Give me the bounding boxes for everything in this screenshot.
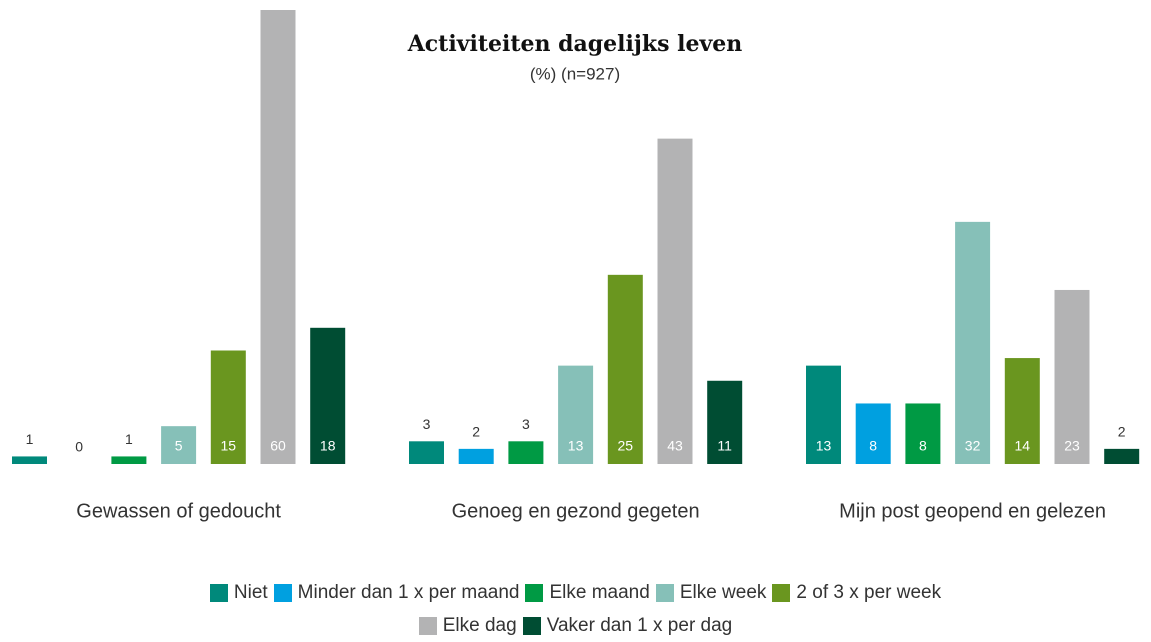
legend-label: Elke week — [679, 581, 767, 603]
data-label: 8 — [869, 438, 877, 454]
data-label: 2 — [472, 424, 480, 440]
legend-label: 2 of 3 x per week — [796, 581, 942, 603]
bar — [707, 380, 743, 464]
legend-item: Elke dag — [418, 614, 517, 637]
bar — [1004, 358, 1040, 464]
bar — [657, 138, 693, 464]
bar — [310, 327, 346, 464]
data-label: 1 — [125, 431, 133, 447]
bar — [260, 10, 296, 464]
legend: Niet Minder dan 1 x per maand Elke maand El… — [0, 576, 1151, 642]
data-label: 13 — [568, 438, 584, 454]
data-label: 18 — [320, 438, 336, 454]
legend-swatch — [273, 583, 292, 602]
data-label: 14 — [1015, 438, 1031, 454]
legend-swatch — [522, 616, 541, 635]
bar — [12, 456, 47, 464]
legend-label: Minder dan 1 x per maand — [297, 581, 520, 603]
data-label: 23 — [1064, 438, 1080, 454]
data-label: 3 — [423, 416, 431, 432]
x-tick-label: Genoeg en gezond gegeten — [452, 500, 700, 522]
bar — [161, 426, 197, 464]
data-label: 60 — [270, 438, 286, 454]
bar — [458, 448, 494, 464]
bar — [955, 221, 991, 464]
legend-label: Vaker dan 1 x per dag — [546, 614, 733, 636]
x-tick-label: Mijn post geopend en gelezen — [839, 500, 1106, 522]
legend-item: Elke week — [655, 581, 767, 604]
bar — [1104, 448, 1140, 464]
legend-label: Elke maand — [549, 581, 650, 603]
bar — [905, 403, 941, 464]
data-label: 0 — [75, 439, 83, 455]
data-label: 8 — [919, 438, 927, 454]
chart-title: Activiteiten dagelijks leven — [407, 31, 743, 57]
legend-item: Vaker dan 1 x per dag — [522, 614, 733, 637]
bar — [1054, 289, 1090, 464]
legend-item: 2 of 3 x per week — [772, 582, 941, 604]
bar — [607, 274, 643, 464]
bar — [210, 350, 246, 464]
legend-label: Elke dag — [442, 614, 517, 636]
bar — [806, 365, 841, 464]
data-label: 43 — [667, 438, 683, 454]
bar — [111, 456, 147, 464]
bar — [558, 365, 594, 464]
bar — [409, 441, 444, 464]
legend-swatch — [772, 583, 791, 602]
legend-item: Elke maand — [525, 581, 650, 604]
legend-row: Niet Minder dan 1 x per maand Elke maand El… — [0, 576, 1151, 609]
chart: Activiteiten dagelijks leven (%) (n=927)… — [12, 10, 1140, 522]
data-label: 2 — [1118, 424, 1126, 440]
bar — [855, 403, 891, 464]
legend-swatch — [418, 616, 437, 635]
data-label: 1 — [26, 431, 34, 447]
data-label: 32 — [965, 438, 981, 454]
data-label: 15 — [221, 438, 237, 454]
data-label: 5 — [175, 438, 183, 454]
legend-swatch — [525, 583, 544, 602]
chart-subtitle: (%) (n=927) — [530, 64, 620, 83]
data-label: 11 — [717, 438, 732, 454]
legend-item: Minder dan 1 x per maand — [273, 581, 520, 604]
data-label: 13 — [816, 438, 832, 454]
legend-row: Elke dag Vaker dan 1 x per dag — [0, 609, 1151, 642]
legend-item: Niet — [209, 581, 268, 604]
bar — [508, 441, 544, 464]
legend-swatch — [655, 583, 674, 602]
x-tick-label: Gewassen of gedoucht — [76, 500, 281, 522]
legend-swatch — [209, 583, 228, 602]
data-label: 3 — [522, 416, 530, 432]
legend-label: Niet — [233, 581, 268, 603]
data-label: 25 — [618, 438, 634, 454]
